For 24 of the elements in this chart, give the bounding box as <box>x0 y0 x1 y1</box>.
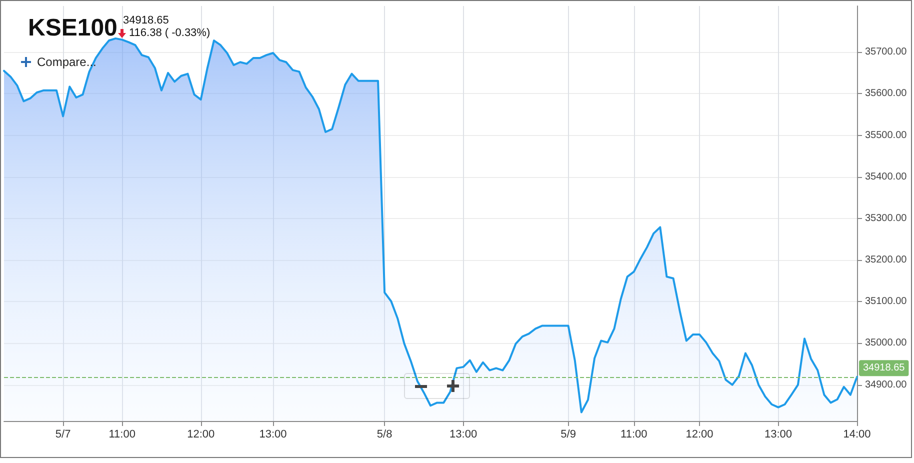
x-tick-label: 12:00 <box>187 428 215 440</box>
y-tick-label: 35100.00 <box>865 296 908 308</box>
y-tick-label: 35000.00 <box>865 338 908 349</box>
ref-line-label: 34918.65 <box>863 362 906 374</box>
y-tick-label: 35400.00 <box>865 171 908 182</box>
x-tick-label: 5/9 <box>560 428 576 440</box>
x-tick-label: 14:00 <box>843 428 871 440</box>
y-tick-label: 35600.00 <box>865 88 908 100</box>
x-tick-label: 13:00 <box>450 428 478 440</box>
y-tick-label: 35700.00 <box>865 46 908 58</box>
x-tick-label: 13:00 <box>764 428 792 440</box>
y-tick-label: 35300.00 <box>865 212 908 224</box>
x-tick-label: 11:00 <box>620 428 648 440</box>
x-tick-label: 13:00 <box>259 428 287 440</box>
y-tick-label: 35200.00 <box>865 254 908 266</box>
x-tick-label: 5/8 <box>376 428 392 440</box>
x-tick-label: 12:00 <box>686 428 714 440</box>
text: 34918.65 <box>123 14 169 26</box>
y-tick-label: 34900.00 <box>865 379 908 390</box>
x-tick-label: 11:00 <box>108 428 136 440</box>
y-tick-label: 35500.00 <box>865 130 908 141</box>
annotation: 116.38 ( -0.33%) <box>129 27 210 39</box>
x-tick-label: 5/7 <box>55 428 71 440</box>
chart-title: KSE100 <box>28 14 118 42</box>
